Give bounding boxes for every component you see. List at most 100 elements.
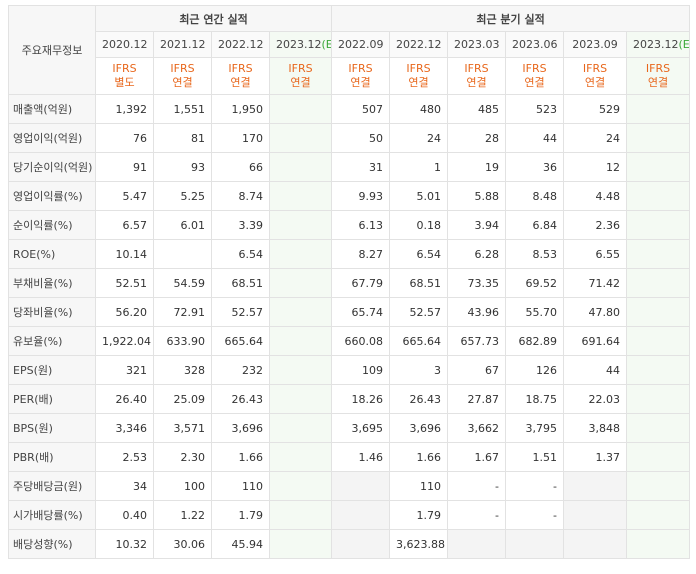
table-cell: 36 [505, 152, 565, 182]
table-cell [505, 529, 565, 559]
table-cell: 6.57 [95, 210, 154, 240]
table-cell [268, 94, 333, 124]
table-cell: 18.26 [331, 384, 391, 414]
table-cell [268, 239, 333, 269]
column-basis: IFRS 별도 [95, 57, 154, 95]
table-cell: 55.70 [505, 297, 565, 327]
table-cell: 24 [389, 123, 449, 153]
table-cell: 27.87 [447, 384, 507, 414]
table-cell: 2.53 [95, 442, 154, 472]
table-cell [268, 326, 333, 356]
table-cell: 25.09 [153, 384, 212, 414]
table-cell: 6.54 [389, 239, 449, 269]
table-cell: 3 [389, 355, 449, 385]
table-cell: 19 [447, 152, 507, 182]
column-basis: IFRS 연결 [626, 57, 691, 95]
column-date: 2023.06 [505, 31, 565, 58]
table-cell: 3,695 [331, 413, 391, 443]
table-cell: 3,848 [563, 413, 628, 443]
table-cell [626, 326, 691, 356]
table-row: 순이익률(%) 6.57 6.01 3.39 6.13 0.18 3.94 6.84 2.36 [8, 210, 691, 240]
table-cell: 1.37 [563, 442, 628, 472]
row-label: 유보율(%) [8, 326, 96, 356]
table-cell: 8.53 [505, 239, 565, 269]
table-cell: 691.64 [563, 326, 628, 356]
table-cell: 6.84 [505, 210, 565, 240]
table-cell: 1.66 [211, 442, 270, 472]
row-label: PBR(배) [8, 442, 96, 472]
table-cell: - [447, 500, 507, 530]
table-cell [626, 384, 691, 414]
row-label: PER(배) [8, 384, 96, 414]
table-cell [626, 500, 691, 530]
table-cell: 76 [95, 123, 154, 153]
table-row: 시가배당률(%) 0.40 1.22 1.79 1.79- - [8, 500, 691, 530]
table-cell: 1,950 [211, 94, 270, 124]
row-label: 배당성향(%) [8, 529, 96, 559]
table-cell [626, 239, 691, 269]
table-cell: 5.47 [95, 181, 154, 211]
table-cell: 3,623.88 [389, 529, 449, 559]
corner-header: 주요재무정보 [8, 5, 96, 95]
table-cell: 73.35 [447, 268, 507, 298]
table-cell: 1.51 [505, 442, 565, 472]
row-label: 순이익률(%) [8, 210, 96, 240]
row-label: 영업이익률(%) [8, 181, 96, 211]
table-cell [268, 181, 333, 211]
estimate-marker: (E) [678, 38, 690, 51]
table-cell: 110 [389, 471, 449, 501]
table-cell: 633.90 [153, 326, 212, 356]
table-row: ROE(%) 10.14 6.54 8.27 6.54 6.28 8.53 6.55 [8, 239, 691, 269]
table-cell: 44 [563, 355, 628, 385]
row-label: 당기순이익(억원) [8, 152, 96, 182]
table-cell: 6.13 [331, 210, 391, 240]
table-cell [268, 471, 333, 501]
row-label: 영업이익(억원) [8, 123, 96, 153]
table-cell [331, 471, 391, 501]
table-cell: 91 [95, 152, 154, 182]
table-cell [626, 181, 691, 211]
table-cell [268, 500, 333, 530]
table-cell: 10.14 [95, 239, 154, 269]
table-cell: 3,571 [153, 413, 212, 443]
table-cell: 12 [563, 152, 628, 182]
table-cell: 2.30 [153, 442, 212, 472]
table-cell [626, 268, 691, 298]
table-cell: 56.20 [95, 297, 154, 327]
table-cell: 2.36 [563, 210, 628, 240]
column-date: 2020.12 [95, 31, 154, 58]
table-cell [268, 413, 333, 443]
table-cell: 6.54 [211, 239, 270, 269]
table-cell: 10.32 [95, 529, 154, 559]
table-row: 주당배당금(원) 34 100 110 110- - [8, 471, 691, 501]
table-cell: 6.28 [447, 239, 507, 269]
table-cell: 47.80 [563, 297, 628, 327]
column-date: 2021.12 [153, 31, 212, 58]
table-cell [268, 268, 333, 298]
table-cell: 1,922.04 [95, 326, 154, 356]
table-cell: 1.22 [153, 500, 212, 530]
table-cell [626, 297, 691, 327]
table-cell: 3,696 [211, 413, 270, 443]
table-cell: 657.73 [447, 326, 507, 356]
table-row: 매출액(억원) 1,392 1,551 1,950 507 480 485 523 529 [8, 94, 691, 124]
column-basis: IFRS 연결 [447, 57, 507, 95]
column-basis: IFRS 연결 [211, 57, 270, 95]
row-label: BPS(원) [8, 413, 96, 443]
table-cell: 6.55 [563, 239, 628, 269]
table-cell: 67 [447, 355, 507, 385]
table-cell [626, 123, 691, 153]
row-label: EPS(원) [8, 355, 96, 385]
table-cell: 3,696 [389, 413, 449, 443]
table-cell: 5.88 [447, 181, 507, 211]
table-row: EPS(원) 321 328 232 109 3 67 126 44 [8, 355, 691, 385]
table-cell: 1.79 [211, 500, 270, 530]
table-cell: 43.96 [447, 297, 507, 327]
table-cell [268, 355, 333, 385]
table-cell: 26.43 [211, 384, 270, 414]
table-cell [626, 442, 691, 472]
table-cell: 4.48 [563, 181, 628, 211]
column-basis: IFRS 연결 [153, 57, 212, 95]
column-basis: IFRS 연결 [268, 57, 333, 95]
table-cell: 5.01 [389, 181, 449, 211]
